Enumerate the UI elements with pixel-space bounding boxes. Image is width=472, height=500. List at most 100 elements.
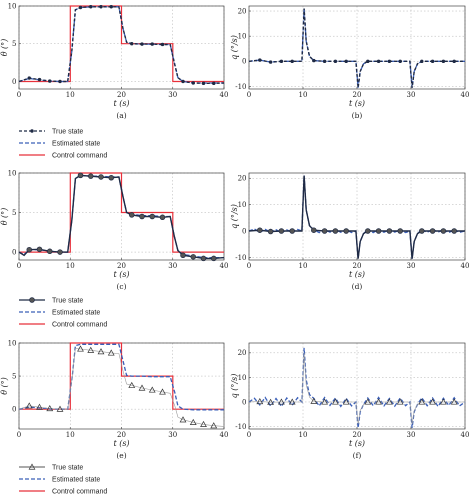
y-tick-label: 10 bbox=[8, 169, 17, 177]
true-state-marker bbox=[332, 228, 339, 234]
series-line-cmd bbox=[19, 342, 224, 410]
panel-caption: (d) bbox=[352, 282, 363, 291]
x-tick-label: 40 bbox=[220, 431, 229, 439]
true-state-marker bbox=[130, 42, 134, 46]
true-state-marker bbox=[267, 228, 274, 235]
x-tick-label: 20 bbox=[117, 262, 126, 270]
y-tick-label: 10 bbox=[8, 339, 17, 347]
true-state-marker bbox=[140, 42, 144, 46]
true-state-marker bbox=[322, 59, 327, 64]
panel-caption: (f) bbox=[353, 451, 362, 460]
x-tick-label: 40 bbox=[461, 431, 470, 439]
true-state-marker bbox=[450, 398, 458, 405]
panel-c: 0 10 20 30 40 0 5 10 t (s) θ (°) (c) bbox=[0, 169, 228, 291]
true-state-marker bbox=[312, 58, 316, 63]
true-state-marker bbox=[386, 398, 393, 405]
y-tick-label: 0 bbox=[242, 227, 246, 235]
panel-caption: (a) bbox=[116, 111, 126, 120]
x-tick-label: 30 bbox=[407, 91, 416, 99]
true-state-marker bbox=[78, 5, 83, 10]
legend-2: True state Estimated state Control command bbox=[19, 297, 107, 329]
legend-marker-true bbox=[29, 297, 35, 303]
y-tick-label: -10 bbox=[235, 83, 246, 91]
true-state-marker bbox=[57, 249, 63, 255]
x-tick-label: 10 bbox=[66, 91, 75, 99]
x-tick-label: 10 bbox=[66, 431, 75, 439]
true-state-marker bbox=[201, 81, 206, 86]
y-axis-label: q (°/s) bbox=[230, 374, 239, 399]
true-state-marker bbox=[128, 381, 136, 388]
true-state-marker bbox=[279, 59, 284, 64]
series-line-true bbox=[18, 6, 225, 85]
legend-label-cmd: Control command bbox=[52, 322, 107, 329]
x-axis-label: t (s) bbox=[349, 439, 365, 448]
true-state-marker bbox=[89, 5, 93, 9]
x-tick-label: 0 bbox=[17, 262, 21, 270]
x-tick-label: 40 bbox=[461, 262, 470, 270]
true-state-marker bbox=[321, 398, 328, 405]
legend-label-true: True state bbox=[52, 465, 83, 472]
true-state-marker bbox=[129, 212, 135, 218]
true-state-marker bbox=[430, 59, 435, 64]
true-state-marker bbox=[258, 58, 262, 62]
true-state-marker bbox=[451, 228, 457, 234]
true-state-marker bbox=[36, 403, 43, 410]
true-state-marker bbox=[332, 398, 339, 405]
true-state-marker bbox=[387, 59, 392, 64]
true-state-marker bbox=[311, 227, 317, 233]
x-tick-label: 10 bbox=[66, 262, 75, 270]
x-axis-label: t (s) bbox=[349, 270, 365, 279]
true-state-marker bbox=[108, 174, 114, 181]
y-tick-label: 5 bbox=[12, 40, 16, 48]
y-tick-label: 20 bbox=[238, 349, 247, 357]
x-tick-label: 30 bbox=[407, 431, 416, 439]
y-tick-label: 5 bbox=[12, 372, 16, 380]
true-state-marker bbox=[180, 252, 186, 259]
true-state-marker bbox=[278, 228, 285, 234]
true-state-marker bbox=[267, 398, 274, 405]
y-tick-label: 0 bbox=[242, 398, 246, 406]
true-state-marker bbox=[159, 214, 166, 221]
y-axis-label: q (°/s) bbox=[230, 204, 239, 229]
true-state-marker bbox=[429, 398, 436, 405]
true-state-marker bbox=[256, 397, 264, 405]
true-state-marker bbox=[159, 388, 166, 395]
panel-a: 0 10 20 30 40 0 5 10 t (s) θ (°) (a) bbox=[0, 2, 228, 120]
y-tick-label: 0 bbox=[242, 58, 246, 66]
y-tick-label: 10 bbox=[238, 201, 247, 209]
true-state-marker bbox=[364, 398, 372, 405]
x-tick-label: 0 bbox=[17, 431, 21, 439]
true-state-marker bbox=[77, 172, 84, 179]
true-state-marker bbox=[149, 213, 156, 220]
series-line-true bbox=[18, 174, 225, 260]
true-state-marker bbox=[58, 79, 62, 84]
true-state-marker bbox=[420, 59, 424, 64]
legend-marker-true bbox=[30, 129, 34, 133]
true-state-marker bbox=[386, 228, 393, 234]
y-axis-label: θ (°) bbox=[0, 39, 9, 57]
y-tick-label: 10 bbox=[8, 2, 17, 10]
true-state-marker bbox=[97, 348, 105, 355]
x-tick-label: 40 bbox=[461, 91, 470, 99]
x-tick-label: 0 bbox=[17, 91, 21, 99]
true-state-marker bbox=[212, 81, 216, 86]
y-tick-label: 0 bbox=[12, 248, 16, 256]
true-state-marker bbox=[257, 227, 263, 233]
true-state-marker bbox=[366, 59, 370, 64]
y-tick-label: 0 bbox=[12, 406, 16, 414]
series-line-true bbox=[248, 175, 465, 259]
y-tick-label: 10 bbox=[238, 374, 247, 382]
true-state-marker bbox=[191, 81, 195, 85]
x-tick-label: 40 bbox=[220, 91, 229, 99]
true-state-marker bbox=[268, 60, 273, 64]
true-state-marker bbox=[181, 79, 185, 84]
true-state-marker bbox=[26, 246, 33, 253]
true-state-marker bbox=[440, 398, 447, 405]
true-state-marker bbox=[48, 79, 52, 83]
true-state-marker bbox=[37, 77, 42, 82]
true-state-marker bbox=[278, 398, 285, 405]
true-state-marker bbox=[211, 255, 217, 262]
